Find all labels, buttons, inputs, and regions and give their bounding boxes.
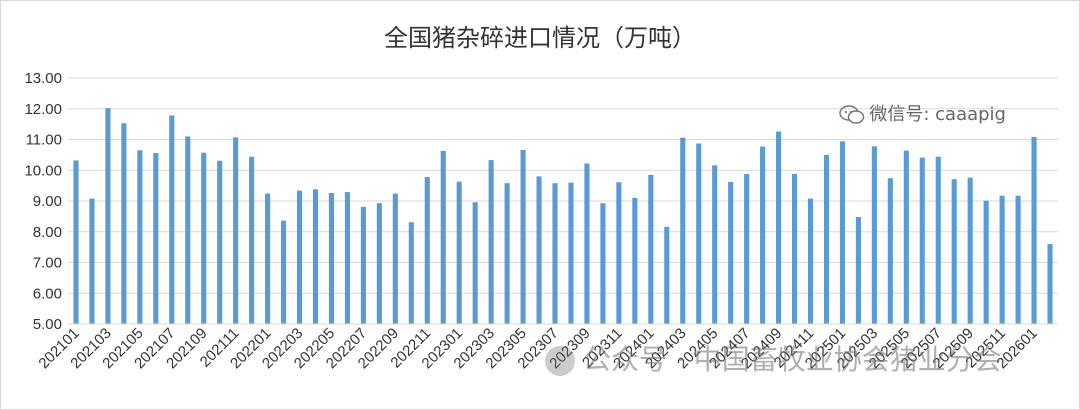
bars (73, 108, 1053, 324)
bar-202506 (919, 157, 925, 324)
y-tick-label: 12.00 (24, 101, 62, 118)
bar-202301 (456, 181, 462, 324)
bar-202402 (664, 226, 670, 324)
y-tick-label: 6.00 (33, 285, 62, 302)
wechat-icon (839, 105, 865, 124)
bar-202505 (903, 150, 909, 324)
gridlines (68, 77, 1058, 325)
bar-202411 (807, 198, 814, 324)
bar-202305 (520, 149, 526, 324)
bar-202209 (392, 193, 398, 324)
bar-202310 (600, 203, 606, 324)
bar-202111 (233, 137, 239, 324)
bar-202302 (472, 202, 478, 324)
official-account-watermark: 公众号 · 中国畜牧业协会猪业分会 (545, 338, 1002, 378)
bar-202210 (408, 222, 414, 324)
bar-202403 (680, 137, 686, 324)
bar-202508 (951, 179, 957, 324)
y-tick-label: 9.00 (33, 193, 62, 210)
bar-202304 (504, 183, 510, 324)
bar-202507 (935, 156, 941, 324)
bar-202504 (887, 178, 893, 324)
bar-202406 (728, 181, 734, 324)
bar-202208 (376, 203, 382, 324)
bar-202207 (360, 206, 366, 324)
bar-202106 (153, 153, 159, 324)
bar-202404 (696, 143, 702, 324)
bar-202503 (871, 146, 877, 324)
y-tick-label: 8.00 (33, 224, 62, 241)
bar-202512 (1015, 195, 1021, 324)
bar-202602 (1047, 244, 1053, 324)
bar-202109 (201, 152, 207, 324)
bar-202405 (712, 165, 718, 324)
bar-202107 (169, 115, 175, 324)
wechat-watermark: 微信号: caaapig (839, 100, 1006, 126)
y-tick-label: 7.00 (33, 255, 62, 272)
bar-202412 (823, 154, 830, 324)
bar-202303 (488, 160, 494, 324)
bar-202307 (552, 183, 558, 324)
bar-202311 (616, 182, 622, 324)
y-axis: 5.00 6.00 7.00 8.00 9.00 10.00 11.00 12.00 13.00 (24, 70, 62, 333)
bar-202202 (281, 220, 287, 324)
bar-202510 (983, 200, 989, 324)
chart-title: 全国猪杂碎进口情况（万吨） (384, 24, 696, 52)
bar-202401 (648, 174, 654, 324)
bar-202204 (312, 189, 319, 324)
bar-202312 (632, 197, 638, 324)
bar-202110 (217, 160, 223, 324)
bar-202407 (744, 173, 750, 324)
wechat-id-text: 微信号: caaapig (869, 104, 1006, 125)
y-tick-label: 11.00 (26, 132, 62, 149)
bar-202308 (568, 182, 574, 324)
bar-202205 (328, 193, 335, 324)
bar-202102 (89, 198, 95, 324)
bar-202408 (760, 146, 766, 324)
bar-202601 (1031, 137, 1037, 324)
bar-202502 (855, 216, 861, 324)
account-logo-icon (545, 346, 575, 376)
bar-202108 (185, 136, 191, 324)
bar-202511 (999, 195, 1005, 324)
bar-202309 (584, 163, 590, 324)
official-account-text: 公众号 · 中国畜牧业协会猪业分会 (583, 343, 1002, 376)
bar-202501 (839, 141, 845, 324)
bar-202206 (344, 192, 350, 324)
bar-202409 (776, 131, 782, 324)
bar-202306 (536, 176, 542, 324)
bar-202101 (73, 160, 79, 324)
bar-202410 (791, 173, 798, 324)
bar-202201 (265, 193, 271, 324)
bar-202509 (967, 177, 973, 324)
y-tick-label: 5.00 (33, 316, 62, 333)
y-tick-label: 10.00 (24, 162, 62, 179)
y-tick-label: 13.00 (24, 70, 62, 87)
bar-202212 (440, 150, 446, 324)
bar-202211 (424, 177, 430, 324)
bar-202104 (121, 123, 127, 324)
bar-202105 (137, 150, 143, 324)
bar-202203 (296, 190, 303, 324)
bar-202112 (249, 156, 255, 324)
bar-202103 (105, 108, 111, 324)
